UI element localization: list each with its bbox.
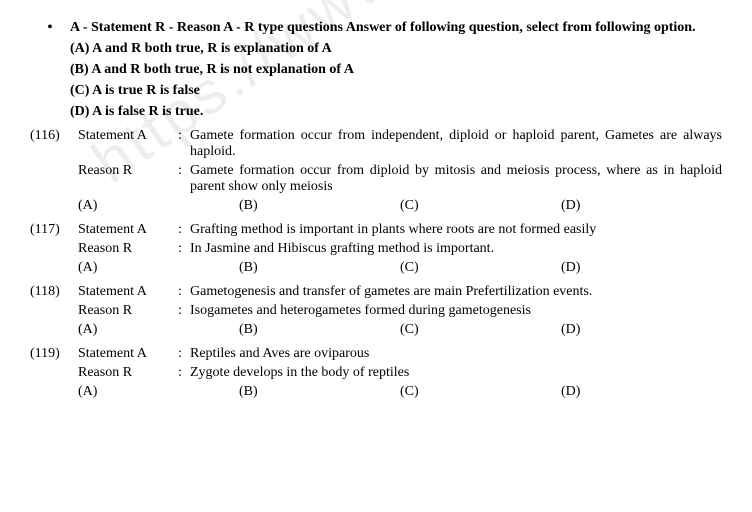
statement-label: Statement A — [78, 222, 178, 238]
statement-row: (119)Statement A:Reptiles and Aves are o… — [30, 346, 722, 362]
option-b: (B) A and R both true, R is not explanat… — [70, 62, 722, 78]
question-number: (117) — [30, 222, 78, 238]
reason-row: Reason R:Gamete formation occur from dip… — [30, 163, 722, 195]
reason-text: In Jasmine and Hibiscus grafting method … — [190, 241, 722, 257]
reason-row: Reason R:Isogametes and heterogametes fo… — [30, 303, 722, 319]
reason-label: Reason R — [78, 241, 178, 257]
colon: : — [178, 222, 190, 238]
reason-label: Reason R — [78, 303, 178, 319]
colon: : — [178, 303, 190, 319]
answer-choice-a: (A) — [78, 198, 239, 214]
answer-choice-b: (B) — [239, 260, 400, 276]
colon: : — [178, 241, 190, 257]
statement-label: Statement A — [78, 346, 178, 362]
colon: : — [178, 365, 190, 381]
reason-label: Reason R — [78, 163, 178, 179]
answer-choice-c: (C) — [400, 322, 561, 338]
question-block: (117)Statement A:Grafting method is impo… — [30, 222, 722, 276]
reason-label: Reason R — [78, 365, 178, 381]
answer-choice-b: (B) — [239, 322, 400, 338]
answer-choice-c: (C) — [400, 260, 561, 276]
option-c: (C) A is true R is false — [70, 83, 722, 99]
colon: : — [178, 163, 190, 179]
answer-row: (A)(B)(C)(D) — [78, 384, 722, 400]
intro-block: • A - Statement R - Reason A - R type qu… — [30, 20, 722, 36]
reason-row: Reason R:Zygote develops in the body of … — [30, 365, 722, 381]
answer-choice-b: (B) — [239, 384, 400, 400]
intro-text: A - Statement R - Reason A - R type ques… — [70, 20, 696, 36]
answer-choice-b: (B) — [239, 198, 400, 214]
answer-choice-d: (D) — [561, 260, 722, 276]
question-block: (119)Statement A:Reptiles and Aves are o… — [30, 346, 722, 400]
answer-choice-d: (D) — [561, 322, 722, 338]
answer-choice-a: (A) — [78, 384, 239, 400]
answer-options: (A) A and R both true, R is explanation … — [70, 41, 722, 120]
answer-choice-a: (A) — [78, 322, 239, 338]
colon: : — [178, 346, 190, 362]
statement-row: (118)Statement A:Gametogenesis and trans… — [30, 284, 722, 300]
answer-row: (A)(B)(C)(D) — [78, 198, 722, 214]
option-d: (D) A is false R is true. — [70, 104, 722, 120]
colon: : — [178, 284, 190, 300]
question-number: (119) — [30, 346, 78, 362]
statement-text: Reptiles and Aves are oviparous — [190, 346, 722, 362]
answer-choice-c: (C) — [400, 198, 561, 214]
statement-label: Statement A — [78, 284, 178, 300]
colon: : — [178, 128, 190, 144]
reason-text: Zygote develops in the body of reptiles — [190, 365, 722, 381]
statement-label: Statement A — [78, 128, 178, 144]
statement-row: (116)Statement A:Gamete formation occur … — [30, 128, 722, 160]
answer-choice-c: (C) — [400, 384, 561, 400]
option-a: (A) A and R both true, R is explanation … — [70, 41, 722, 57]
reason-row: Reason R:In Jasmine and Hibiscus graftin… — [30, 241, 722, 257]
answer-choice-d: (D) — [561, 198, 722, 214]
answer-row: (A)(B)(C)(D) — [78, 322, 722, 338]
answer-choice-d: (D) — [561, 384, 722, 400]
reason-text: Gamete formation occur from diploid by m… — [190, 163, 722, 195]
question-block: (116)Statement A:Gamete formation occur … — [30, 128, 722, 214]
statement-text: Grafting method is important in plants w… — [190, 222, 722, 238]
question-block: (118)Statement A:Gametogenesis and trans… — [30, 284, 722, 338]
statement-row: (117)Statement A:Grafting method is impo… — [30, 222, 722, 238]
statement-text: Gametogenesis and transfer of gametes ar… — [190, 284, 722, 300]
question-number: (116) — [30, 128, 78, 144]
answer-choice-a: (A) — [78, 260, 239, 276]
intro-bullet: • — [30, 20, 70, 36]
reason-text: Isogametes and heterogametes formed duri… — [190, 303, 722, 319]
statement-text: Gamete formation occur from independent,… — [190, 128, 722, 160]
answer-row: (A)(B)(C)(D) — [78, 260, 722, 276]
question-number: (118) — [30, 284, 78, 300]
questions-container: (116)Statement A:Gamete formation occur … — [30, 128, 722, 400]
